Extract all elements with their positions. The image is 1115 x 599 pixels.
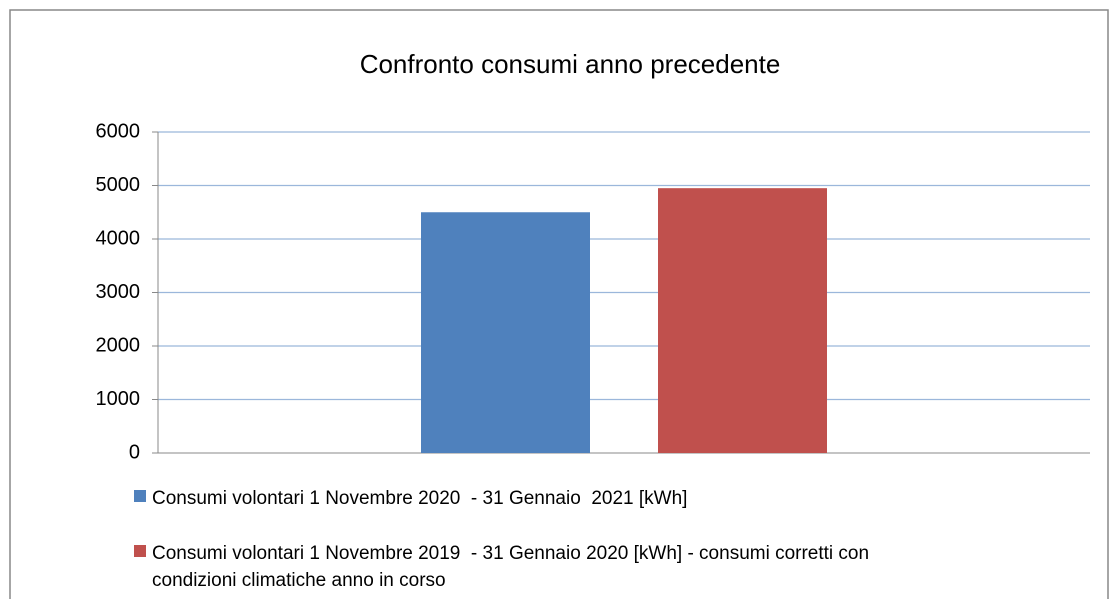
y-tick-label: 5000 <box>96 174 141 196</box>
bar <box>421 212 590 453</box>
chart-border <box>9 9 1109 599</box>
chart-title: Confronto consumi anno precedente <box>360 49 781 79</box>
legend-item: Consumi volontari 1 Novembre 2020 - 31 G… <box>134 485 882 512</box>
y-tick-label: 6000 <box>96 120 141 142</box>
legend-label: Consumi volontari 1 Novembre 2019 - 31 G… <box>152 543 875 591</box>
legend-label: Consumi volontari 1 Novembre 2020 - 31 G… <box>152 488 688 509</box>
bar <box>658 188 827 454</box>
legend-swatch <box>134 490 146 502</box>
y-tick-label: 4000 <box>96 227 141 249</box>
y-tick-label: 1000 <box>96 388 141 410</box>
legend-item: Consumi volontari 1 Novembre 2019 - 31 G… <box>134 540 882 594</box>
y-tick-label: 2000 <box>96 334 141 356</box>
legend-swatch <box>134 545 146 557</box>
y-tick-label: 0 <box>129 441 140 463</box>
y-tick-label: 3000 <box>96 281 141 303</box>
